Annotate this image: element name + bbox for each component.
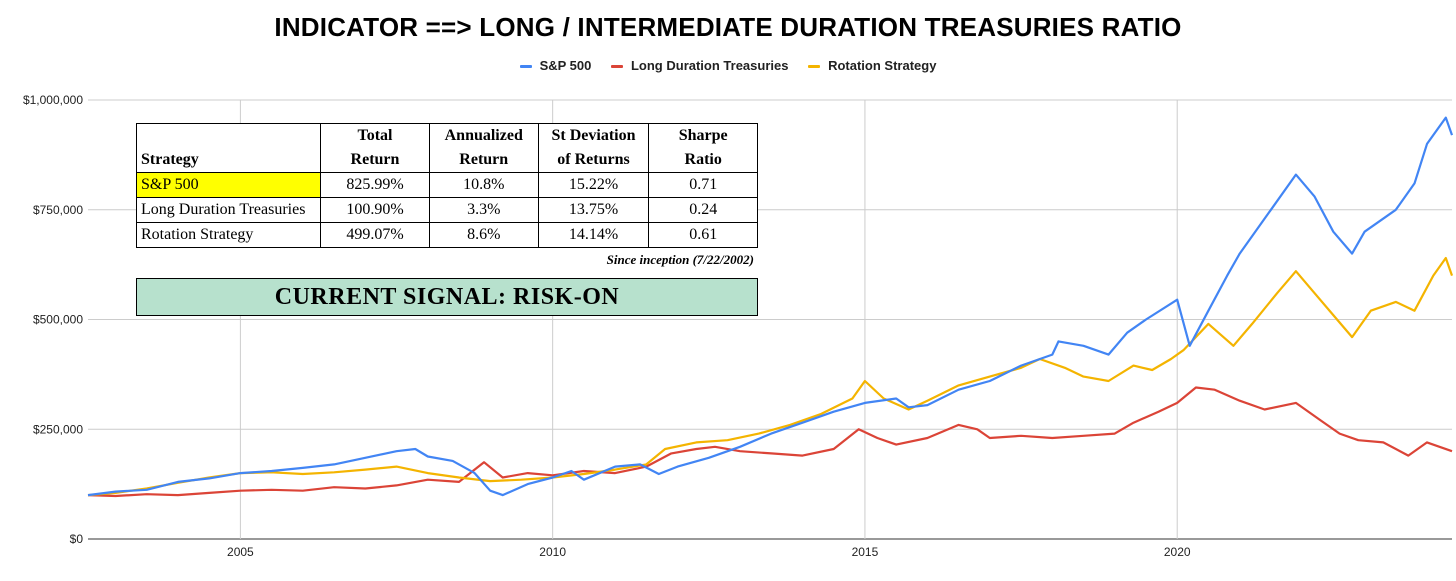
cell-st-deviation: 15.22% <box>537 172 650 198</box>
header-annualized-return: Annualized Return <box>428 123 539 173</box>
x-tick-label: 2005 <box>227 545 254 559</box>
cell-annualized-return: 8.6% <box>428 222 539 248</box>
cell-total-return: 100.90% <box>320 197 430 223</box>
legend-swatch-sp500 <box>519 65 532 69</box>
series-line-long-duration-treasuries <box>87 386 1453 498</box>
cell-sharpe: 0.61 <box>648 222 758 248</box>
legend-swatch-long-duration-treasuries <box>610 65 623 69</box>
x-tick-label: 2020 <box>1164 545 1191 559</box>
legend-label-rotation-strategy: Rotation Strategy <box>828 58 937 73</box>
y-tick-label: $1,000,000 <box>23 93 83 107</box>
y-axis-tick-labels: $0 $250,000 $500,000 $750,000 $1,000,000 <box>23 93 83 546</box>
legend-swatch-rotation-strategy <box>808 65 821 69</box>
current-signal-banner: CURRENT SIGNAL: RISK-ON <box>136 278 758 316</box>
legend-item-long-duration-treasuries[interactable]: Long Duration Treasuries <box>610 58 789 73</box>
cell-st-deviation: 13.75% <box>537 197 650 223</box>
x-tick-label: 2010 <box>539 545 566 559</box>
header-sharpe-ratio: Sharpe Ratio <box>648 123 758 173</box>
cell-total-return: 825.99% <box>320 172 430 198</box>
cell-annualized-return: 3.3% <box>428 197 539 223</box>
y-tick-label: $250,000 <box>33 422 83 436</box>
legend-label-long-duration-treasuries: Long Duration Treasuries <box>630 58 789 73</box>
series-line-s-p-500 <box>87 116 1454 497</box>
x-tick-label: 2015 <box>852 545 879 559</box>
table-row: Rotation Strategy 499.07% 8.6% 14.14% 0.… <box>135 222 758 248</box>
header-total-return: Total Return <box>320 123 430 173</box>
legend-item-sp500[interactable]: S&P 500 <box>519 58 592 73</box>
header-st-deviation: St Deviation of Returns <box>537 123 650 173</box>
y-tick-label: $750,000 <box>33 203 83 217</box>
chart-legend: S&P 500 Long Duration Treasuries Rotatio… <box>0 58 1456 73</box>
stats-table-panel: Strategy Total Return Annualized Return St… <box>135 123 758 316</box>
cell-total-return: 499.07% <box>320 222 430 248</box>
table-row: S&P 500 825.99% 10.8% 15.22% 0.71 <box>135 172 758 198</box>
stats-table-header-row: Strategy Total Return Annualized Return St… <box>135 123 758 173</box>
chart-gridlines <box>88 99 1452 540</box>
y-tick-label: $500,000 <box>33 313 83 327</box>
legend-item-rotation-strategy[interactable]: Rotation Strategy <box>808 58 936 73</box>
since-inception-note: Since inception (7/22/2002) <box>136 248 758 278</box>
cell-strategy: S&P 500 <box>135 172 322 198</box>
legend-label-sp500: S&P 500 <box>539 58 592 73</box>
cell-sharpe: 0.71 <box>648 172 758 198</box>
chart-title: INDICATOR ==> LONG / INTERMEDIATE DURATI… <box>274 12 1182 42</box>
y-tick-label: $0 <box>70 532 84 546</box>
x-axis-tick-labels: 2005 2010 2015 2020 <box>227 545 1191 559</box>
table-row: Long Duration Treasuries 100.90% 3.3% 13… <box>135 197 758 223</box>
series-line-rotation-strategy <box>87 256 1454 497</box>
cell-strategy: Long Duration Treasuries <box>135 197 322 223</box>
cell-sharpe: 0.24 <box>648 197 758 223</box>
stats-table: Strategy Total Return Annualized Return St… <box>135 123 758 248</box>
cell-strategy: Rotation Strategy <box>135 222 322 248</box>
cell-st-deviation: 14.14% <box>537 222 650 248</box>
series-lines <box>87 116 1454 498</box>
header-strategy: Strategy <box>135 123 322 173</box>
cell-annualized-return: 10.8% <box>428 172 539 198</box>
